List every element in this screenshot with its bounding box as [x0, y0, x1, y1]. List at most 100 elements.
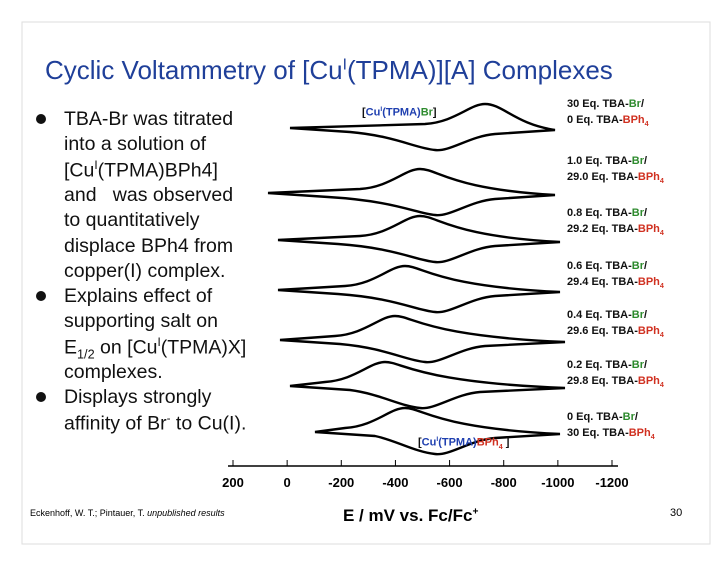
text-run: 4 — [659, 381, 664, 390]
curve-label: 0.8 Eq. TBA-Br/ — [567, 207, 647, 219]
citation: Eckenhoff, W. T.; Pintauer, T. unpublish… — [30, 508, 225, 518]
text-run: to quantitatively — [64, 209, 200, 232]
text-run: to Cu(I). — [170, 412, 247, 435]
cv-curve — [289, 360, 566, 410]
cv-curves — [267, 102, 566, 456]
x-tick-label: 0 — [283, 475, 291, 490]
text-run: Explains effect of — [64, 285, 213, 308]
text-run: Br — [631, 309, 645, 321]
text-run: Br — [631, 207, 645, 219]
curve-label: 29.0 Eq. TBA-BPh4 — [567, 171, 664, 185]
text-run: (TPMA)BPh4] — [97, 159, 218, 182]
text-run: ] — [432, 106, 437, 119]
bullet-line: E1/2 on [CuI(TPMA)X] — [64, 336, 246, 361]
bullet-dot — [36, 291, 46, 302]
text-run: - — [166, 411, 171, 425]
text-run: 29.2 Eq. TBA- — [567, 223, 638, 235]
curve-label: 1.0 Eq. TBA-Br/ — [567, 155, 647, 167]
curve-label: 29.8 Eq. TBA-BPh4 — [567, 375, 664, 389]
text-run: supporting salt on — [64, 310, 218, 333]
text-run: BPh — [476, 436, 499, 449]
text-run: 30 Eq. TBA- — [567, 427, 629, 439]
text-run: / — [644, 260, 648, 272]
text-run: (TPMA)][A] Complexes — [346, 55, 613, 85]
curve-label: 29.2 Eq. TBA-BPh4 — [567, 223, 664, 237]
bullet-line: Displays strongly — [64, 386, 211, 409]
text-run: [ — [362, 106, 366, 119]
x-tick-label: -1000 — [541, 475, 575, 490]
text-run: E — [64, 336, 78, 359]
curve-label: 30 Eq. TBA-BPh4 — [567, 427, 655, 441]
bullet-line: Explains effect of — [64, 285, 212, 308]
cv-curve — [314, 406, 561, 456]
bullet-line: copper(I) complex. — [64, 260, 225, 283]
text-run: / — [640, 98, 645, 110]
bullet-line: complexes. — [64, 361, 163, 384]
text-run: I — [94, 158, 98, 172]
text-run: Br — [631, 359, 645, 371]
bullet-line: TBA-Br was titrated — [64, 108, 233, 131]
cv-curve — [267, 167, 556, 217]
curve-label: 29.4 Eq. TBA-BPh4 — [567, 276, 664, 290]
text-run: 4 — [650, 433, 655, 442]
x-tick-label: -800 — [490, 475, 517, 490]
curve-label: 30 Eq. TBA-Br/ — [567, 98, 644, 110]
text-run: complexes. — [64, 361, 163, 383]
text-run: 1/2 — [77, 347, 95, 362]
text-run: BPh — [622, 114, 645, 126]
text-run: Cu — [365, 106, 381, 119]
curve-label: 0.6 Eq. TBA-Br/ — [567, 260, 647, 272]
text-run: I — [436, 436, 439, 443]
text-run: 29.4 Eq. TBA- — [567, 276, 638, 288]
text-run: BPh — [637, 325, 660, 337]
text-run: BPh — [628, 427, 651, 439]
text-run: 30 Eq. TBA- — [567, 98, 629, 110]
text-run: (TPMA)X] — [160, 336, 247, 359]
cv-curve — [277, 264, 561, 314]
text-run: / — [644, 155, 648, 167]
bullet-dot — [36, 114, 46, 124]
text-run: BPh — [637, 223, 660, 235]
curve-label: 29.6 Eq. TBA-BPh4 — [567, 325, 664, 339]
x-ticks — [232, 460, 613, 466]
text-run: Cu — [421, 436, 437, 449]
x-tick-label: -200 — [328, 475, 355, 490]
x-tick-label: -600 — [436, 475, 463, 490]
text-run: BPh — [637, 375, 660, 387]
x-tick-label: 200 — [222, 475, 244, 490]
text-run: Br — [622, 411, 635, 423]
text-run: / — [644, 359, 648, 371]
text-run: 29.6 Eq. TBA- — [567, 325, 638, 337]
text-run: [Cu — [64, 159, 95, 182]
text-run: / — [634, 411, 638, 423]
text-run: Br — [631, 155, 645, 167]
text-run: 4 — [644, 120, 649, 129]
bullet-line: supporting salt on — [64, 310, 218, 333]
x-axis-label: E / mV vs. Fc/Fc+ — [343, 506, 478, 526]
cv-curve — [289, 102, 556, 152]
text-run: / — [644, 309, 648, 321]
text-run: Br — [628, 98, 641, 110]
bullet-line: [CuI(TPMA)BPh4] — [64, 159, 218, 183]
text-run: affinity of Br — [64, 412, 167, 435]
text-run: 4 — [659, 282, 664, 291]
curve-label: 0 Eq. TBA-BPh4 — [567, 114, 649, 128]
species-label: [CuI(TPMA)Br] — [362, 106, 437, 119]
text-run: [ — [418, 436, 422, 449]
bullet-line: displace BPh4 from — [64, 235, 233, 258]
text-run: BPh — [637, 171, 660, 183]
text-run: 4 — [659, 331, 664, 340]
curve-label: 0 Eq. TBA-Br/ — [567, 411, 638, 423]
cv-curve — [277, 214, 561, 264]
text-run: 29.8 Eq. TBA- — [567, 375, 638, 387]
text-run: I — [342, 56, 347, 74]
text-run: into a solution of — [64, 133, 207, 156]
text-run: displace BPh4 from — [64, 234, 234, 257]
text-run: / — [644, 207, 648, 219]
text-run: ] — [502, 436, 510, 449]
bullet-line: and was observed — [64, 184, 233, 207]
text-run: 29.0 Eq. TBA- — [567, 171, 638, 183]
curve-label: 0.2 Eq. TBA-Br/ — [567, 359, 647, 371]
